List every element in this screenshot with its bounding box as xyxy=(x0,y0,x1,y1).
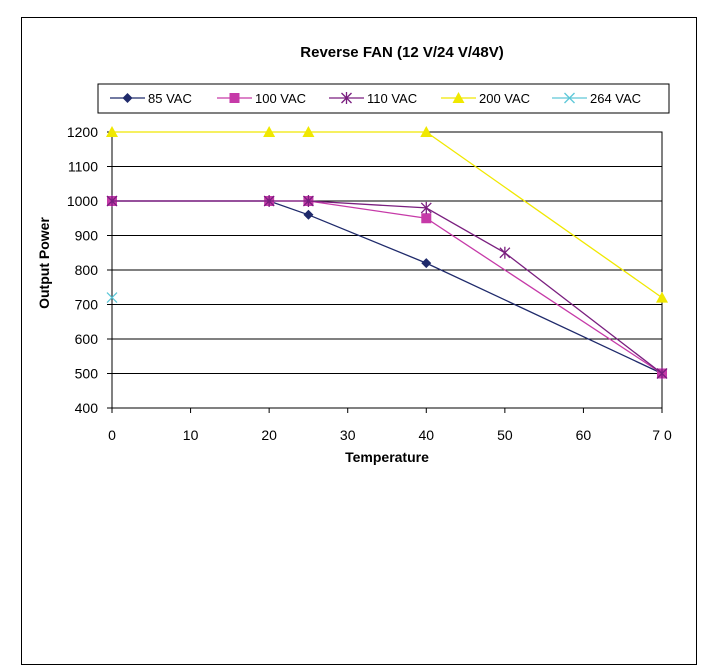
y-tick-label: 600 xyxy=(75,331,99,347)
legend-marker xyxy=(564,92,575,104)
series-264-vac xyxy=(106,292,118,304)
legend-label: 100 VAC xyxy=(255,91,306,106)
data-point xyxy=(303,209,314,220)
legend-marker xyxy=(452,92,465,103)
legend-marker xyxy=(341,92,352,104)
x-tick-label: 50 xyxy=(497,427,513,443)
series-85-vac xyxy=(107,196,667,379)
legend-marker xyxy=(229,93,240,103)
data-point xyxy=(421,258,432,269)
y-tick-label: 500 xyxy=(75,366,99,382)
legend: 85 VAC 100 VAC 110 VAC 200 VAC 264 VAC xyxy=(110,91,641,106)
series-line xyxy=(112,200,663,375)
legend-label: 110 VAC xyxy=(367,91,417,106)
x-tick-label: 30 xyxy=(340,427,356,443)
y-tick-label: 800 xyxy=(75,262,99,278)
y-tick-label: 1200 xyxy=(67,124,98,140)
series-group xyxy=(106,126,668,380)
series-line xyxy=(112,200,663,375)
legend-label: 200 VAC xyxy=(479,91,530,106)
x-tick-label: 40 xyxy=(418,427,434,443)
legend-marker xyxy=(122,93,133,103)
y-tick-label: 400 xyxy=(75,400,99,416)
x-tick-label: 60 xyxy=(576,427,592,443)
data-point xyxy=(106,195,118,207)
x-tick-label: 7 0 xyxy=(652,427,672,443)
series-line xyxy=(112,131,663,299)
legend-item-85-vac: 85 VAC xyxy=(110,91,192,106)
data-point xyxy=(263,195,275,207)
legend-label: 85 VAC xyxy=(148,91,192,106)
data-point xyxy=(302,195,314,207)
legend-item-100-vac: 100 VAC xyxy=(217,91,306,106)
legend-item-264-vac: 264 VAC xyxy=(552,91,641,106)
y-tick-label: 1000 xyxy=(67,193,98,209)
data-point xyxy=(499,246,511,259)
data-point xyxy=(656,291,668,303)
legend-label: 264 VAC xyxy=(590,91,641,106)
chart-title: Reverse FAN (12 V/24 V/48V) xyxy=(300,44,503,61)
legend-item-110-vac: 110 VAC xyxy=(329,91,417,106)
series-200-vac xyxy=(106,126,668,303)
legend-item-200-vac: 200 VAC xyxy=(441,91,530,106)
series-line xyxy=(112,200,663,375)
y-tick-label: 700 xyxy=(75,297,99,313)
data-point xyxy=(302,126,315,137)
data-point xyxy=(420,126,433,137)
series-110-vac xyxy=(106,195,668,380)
data-point xyxy=(421,213,432,224)
series-100-vac xyxy=(107,196,667,379)
data-point xyxy=(106,292,118,304)
data-point xyxy=(656,367,668,380)
y-tick-label: 900 xyxy=(75,228,99,244)
x-axis-title: Temperature xyxy=(345,449,429,465)
data-point xyxy=(106,126,118,137)
y-tick-label: 1100 xyxy=(68,159,98,175)
grid-lines xyxy=(112,131,662,409)
x-tick-label: 0 xyxy=(108,427,116,443)
x-tick-label: 20 xyxy=(261,427,277,443)
chart-frame xyxy=(21,17,697,665)
x-axis: 0 10 20 30 40 50 60 7 0 xyxy=(108,408,672,443)
x-tick-label: 10 xyxy=(183,427,199,443)
data-point xyxy=(263,126,276,137)
y-axis: 400 500 600 700 800 900 1000 1100 1200 xyxy=(67,124,112,416)
data-point xyxy=(420,201,432,214)
y-axis-title: Output Power xyxy=(36,217,52,309)
